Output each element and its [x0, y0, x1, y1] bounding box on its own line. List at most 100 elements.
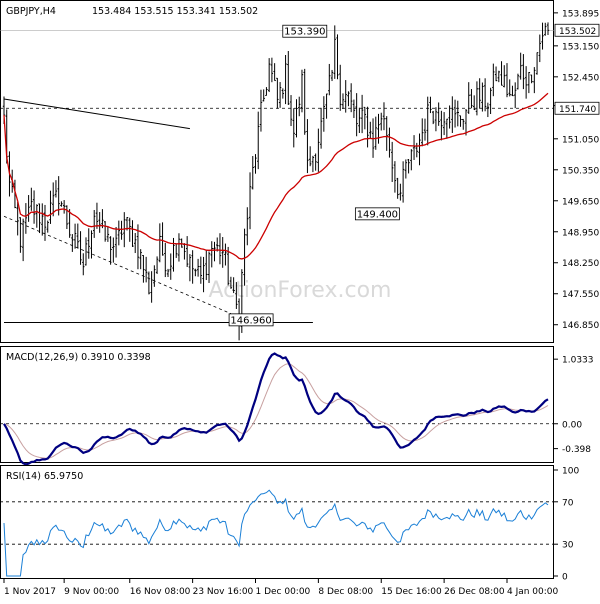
price-bar: [106, 226, 110, 242]
rsi-tick-label: 0: [562, 573, 568, 583]
price-bar: [248, 172, 252, 230]
price-tick-label: 148.250: [562, 259, 599, 269]
price-bar: [410, 149, 413, 171]
price-bar: [251, 156, 254, 190]
price-bar: [257, 111, 260, 170]
price-bar: [49, 190, 52, 224]
price-bar: [437, 102, 440, 126]
x-tick-label: 1 Nov 2017: [4, 587, 56, 597]
price-bar: [393, 161, 397, 193]
price-bar: [505, 63, 509, 98]
macd-tick-label: 0.00: [562, 420, 582, 430]
price-bar: [95, 202, 99, 229]
price-bar: [276, 77, 279, 109]
price-bar: [254, 154, 257, 174]
price-bar: [314, 153, 317, 171]
price-bar: [377, 113, 380, 144]
x-tick-label: 16 Nov 08:00: [130, 587, 191, 597]
price-bar: [273, 63, 276, 82]
macd-line: [3, 352, 549, 466]
price-bar: [481, 82, 484, 112]
macd-signal-line: [3, 363, 549, 459]
price-bar: [404, 159, 408, 179]
price-bar: [344, 80, 347, 113]
price-bar: [224, 243, 227, 266]
price-bar: [303, 68, 306, 135]
price-bar: [462, 118, 465, 130]
annotation-box: [282, 24, 328, 38]
price-bar: [388, 127, 391, 158]
price-bar: [120, 220, 123, 240]
price-bar: [103, 221, 107, 242]
price-tick-label: 149.650: [562, 197, 599, 207]
current-price-label: 153.502: [554, 23, 600, 37]
price-bar: [347, 91, 350, 107]
price-bar: [371, 118, 375, 158]
macd-tick-label: 1.0333: [562, 356, 594, 366]
x-tick-label: 15 Dec 16:00: [381, 587, 442, 597]
price-bar: [139, 249, 142, 270]
price-bar: [144, 256, 148, 283]
price-bar: [278, 82, 282, 108]
price-bar: [93, 209, 96, 238]
price-bar: [155, 256, 159, 274]
annotation-label: 153.390: [284, 27, 325, 38]
price-bar: [366, 106, 369, 148]
price-tick-label: 152.450: [562, 73, 599, 83]
price-bar: [16, 201, 19, 236]
price-bar: [194, 268, 197, 277]
price-bar: [284, 54, 287, 105]
price-bar: [30, 187, 33, 211]
price-bar: [464, 108, 468, 136]
rsi-panel: RSI(14) 65.9750: [0, 465, 554, 579]
price-bar: [500, 61, 503, 86]
current-price-box: [554, 23, 600, 37]
price-bar: [128, 217, 131, 242]
price-bar: [421, 118, 424, 147]
price-bar: [448, 105, 451, 129]
price-bar: [79, 231, 82, 265]
macd-title: MACD(12,26,9) 0.3910 0.3398: [6, 352, 151, 363]
macd-panel: MACD(12,26,9) 0.3910 0.3398: [0, 346, 554, 466]
price-bar: [308, 146, 312, 167]
price-bar: [287, 50, 290, 105]
price-bar: [516, 73, 520, 90]
price-bar: [475, 81, 479, 116]
price-bar: [470, 89, 473, 109]
price-bar: [218, 233, 222, 265]
price-bar: [82, 253, 85, 276]
price-bar: [385, 116, 388, 151]
x-tick-label: 9 Nov 00:00: [64, 587, 119, 597]
moving-average-line: [3, 92, 549, 260]
level-marker-label: 151.740: [554, 101, 600, 115]
price-bar: [349, 83, 353, 113]
price-bar: [158, 223, 162, 263]
price-bar: [235, 282, 238, 309]
price-bar: [497, 70, 500, 83]
price-bar: [519, 52, 522, 80]
price-bar: [399, 183, 402, 201]
price-bar: [524, 66, 528, 99]
price-bar: [298, 96, 301, 117]
price-bar: [289, 95, 293, 127]
price-bar: [486, 102, 490, 118]
price-bar: [483, 78, 487, 112]
price-bar: [508, 79, 511, 97]
price-bar: [117, 220, 121, 246]
price-bar: [13, 179, 17, 209]
price-bar: [76, 223, 80, 249]
price-bar: [330, 69, 334, 82]
price-bar: [202, 256, 205, 293]
price-bar: [270, 57, 274, 83]
price-bar: [87, 228, 90, 259]
price-bar: [374, 116, 377, 150]
price-bar: [205, 250, 208, 281]
price-bar: [267, 58, 271, 93]
price-bar: [60, 201, 63, 207]
price-tick-label: 151.050: [562, 135, 599, 145]
price-bar: [333, 25, 336, 79]
price-bar: [114, 226, 118, 258]
price-bar: [489, 87, 492, 115]
price-bar: [522, 54, 525, 90]
